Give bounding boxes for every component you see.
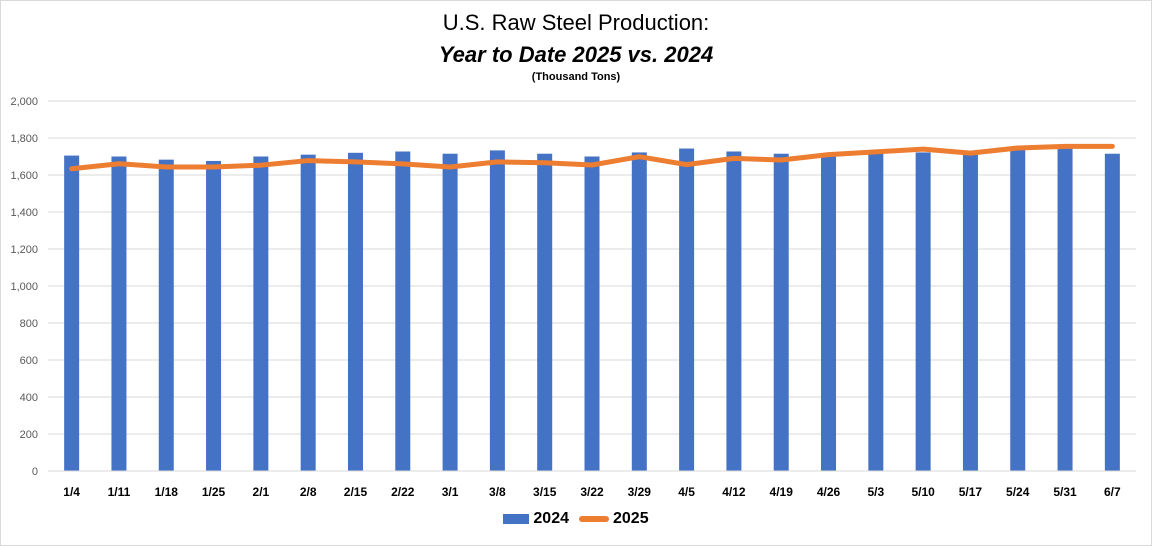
bar-2024 xyxy=(300,154,316,471)
bar-2024 xyxy=(111,156,127,471)
y-tick-label: 1,400 xyxy=(10,207,38,219)
x-tick-label: 1/25 xyxy=(202,485,226,499)
bar-2024 xyxy=(347,152,363,472)
bar-2024 xyxy=(631,152,647,471)
bar-2024 xyxy=(537,153,553,471)
legend-item-2024: 2024 xyxy=(503,510,569,528)
x-tick-label: 5/3 xyxy=(867,485,884,499)
bar-2024 xyxy=(253,156,269,471)
legend-swatch-line xyxy=(579,516,609,522)
x-tick-label: 2/15 xyxy=(344,485,368,499)
legend-swatch-bar xyxy=(503,514,530,524)
y-tick-label: 1,800 xyxy=(10,133,38,145)
line-series-2025 xyxy=(69,143,1115,172)
bar-2024 xyxy=(442,153,458,471)
y-tick-label: 0 xyxy=(32,466,38,478)
bar-series-2024 xyxy=(64,147,1120,472)
y-tick-label: 2,000 xyxy=(10,96,38,108)
legend-label-2024: 2024 xyxy=(533,510,569,527)
bar-2024 xyxy=(821,155,837,471)
x-tick-label: 5/10 xyxy=(911,485,935,499)
bar-2024 xyxy=(489,150,505,471)
x-tick-label: 5/31 xyxy=(1053,485,1077,499)
x-tick-label: 6/7 xyxy=(1104,485,1121,499)
chart-title: U.S. Raw Steel Production: xyxy=(442,10,710,35)
y-axis-ticks: 0 200 400 600 800 1,000 1,200 1,400 1,600 1,800 2,… xyxy=(10,96,38,478)
y-tick-label: 800 xyxy=(20,318,38,330)
x-tick-label: 5/17 xyxy=(959,485,983,499)
bar-2024 xyxy=(915,152,931,471)
bar-2024 xyxy=(584,156,600,471)
bar-2024 xyxy=(962,152,978,472)
bar-2024 xyxy=(1010,149,1026,471)
bar-2024 xyxy=(679,148,695,472)
x-tick-label: 2/22 xyxy=(391,485,415,499)
x-tick-label: 3/8 xyxy=(489,485,506,499)
x-tick-label: 1/4 xyxy=(63,485,80,499)
x-tick-label: 4/19 xyxy=(770,485,794,499)
y-tick-label: 600 xyxy=(20,355,38,367)
x-tick-label: 1/11 xyxy=(108,485,131,499)
x-tick-label: 3/29 xyxy=(628,485,652,499)
bar-2024 xyxy=(206,160,222,471)
legend: 2024 2025 xyxy=(0,510,1152,528)
x-tick-label: 4/5 xyxy=(678,485,695,499)
x-tick-label: 3/1 xyxy=(442,485,459,499)
x-tick-label: 1/18 xyxy=(155,485,179,499)
y-tick-label: 200 xyxy=(20,429,38,441)
x-tick-label: 4/12 xyxy=(722,485,746,499)
legend-label-2025: 2025 xyxy=(613,510,649,527)
x-tick-label: 4/26 xyxy=(817,485,841,499)
y-tick-label: 400 xyxy=(20,392,38,404)
x-tick-label: 5/24 xyxy=(1006,485,1030,499)
chart-units-note: (Thousand Tons) xyxy=(531,71,621,83)
y-tick-label: 1,000 xyxy=(10,281,38,293)
bar-2024 xyxy=(726,151,742,471)
y-tick-label: 1,600 xyxy=(10,170,38,182)
legend-item-2025: 2025 xyxy=(579,510,649,528)
bar-2024 xyxy=(1104,153,1120,471)
bar-2024 xyxy=(395,151,411,471)
y-tick-label: 1,200 xyxy=(10,244,38,256)
bar-2024 xyxy=(868,151,884,471)
bar-2024 xyxy=(1057,147,1073,471)
x-tick-label: 2/1 xyxy=(253,485,270,499)
x-tick-label: 2/8 xyxy=(300,485,317,499)
x-axis-ticks: 1/4 1/11 1/18 1/25 2/1 2/8 2/15 2/22 3/1 3/8 3/15 3… xyxy=(63,485,1121,499)
bar-2024 xyxy=(64,155,80,471)
x-tick-label: 3/22 xyxy=(580,485,604,499)
x-tick-label: 3/15 xyxy=(533,485,557,499)
chart-subtitle: Year to Date 2025 vs. 2024 xyxy=(438,42,714,67)
bar-2024 xyxy=(158,159,174,471)
bar-2024 xyxy=(773,153,789,471)
